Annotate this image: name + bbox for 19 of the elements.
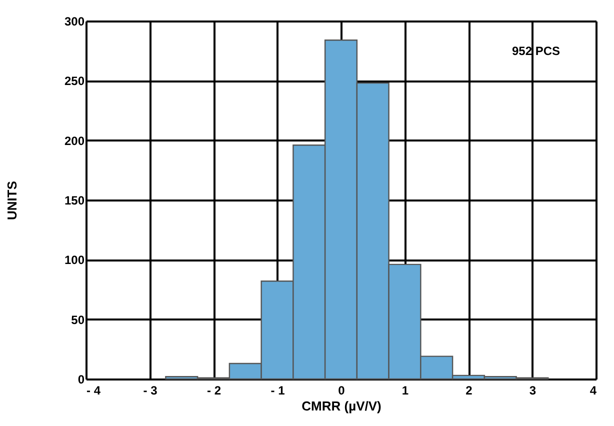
x-tick-label: 1 [402, 384, 409, 398]
y-tick-label: 100 [64, 253, 85, 268]
y-tick-label: 50 [71, 312, 85, 327]
x-tick-label: - 1 [270, 384, 286, 398]
y-tick-label: 150 [64, 194, 85, 208]
y-tick-label: 300 [64, 14, 85, 28]
annotation: 952 PCS [512, 44, 560, 58]
x-tick-label: 3 [529, 384, 536, 398]
x-axis-title: CMRR (µV/V) [302, 398, 382, 414]
x-tick-label: - 2 [206, 384, 222, 398]
y-tick-label: 200 [64, 134, 85, 148]
x-tick-label: 4 [590, 384, 597, 398]
y-tick-label: 250 [64, 74, 85, 88]
x-tick-label: - 3 [143, 384, 158, 398]
x-tick-label: - 4 [86, 384, 101, 398]
y-axis-title: UNITS [4, 180, 20, 220]
x-tick-label: 0 [338, 384, 346, 398]
y-tick-label: 0 [78, 372, 85, 386]
x-tick-label: 2 [466, 384, 473, 398]
